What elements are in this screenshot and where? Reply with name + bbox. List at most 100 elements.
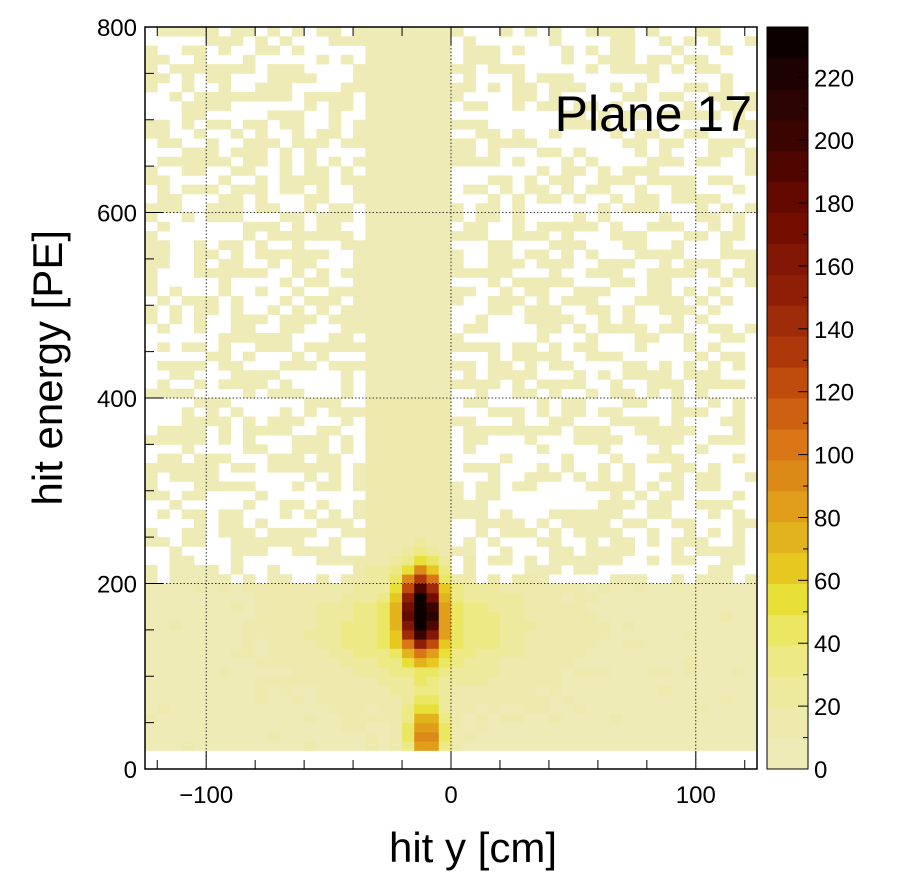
heatmap-cell — [438, 379, 452, 390]
heatmap-cell — [744, 249, 758, 260]
heatmap-cell — [463, 713, 476, 724]
heatmap-cell — [451, 481, 464, 492]
heatmap-cell — [451, 360, 464, 371]
heatmap-cell — [622, 27, 635, 37]
heatmap-cell — [291, 444, 305, 455]
heatmap-cell — [377, 648, 391, 659]
heatmap-cell — [659, 147, 672, 158]
heatmap-cell — [353, 82, 366, 93]
heatmap-cell — [145, 741, 158, 751]
heatmap-cell — [255, 676, 268, 686]
heatmap-cell — [426, 648, 440, 659]
heatmap-cell — [377, 277, 391, 288]
heatmap-cell — [671, 193, 684, 204]
heatmap-cell — [255, 583, 268, 594]
heatmap-cell — [597, 741, 611, 751]
heatmap-cell — [230, 611, 244, 621]
heatmap-cell — [475, 676, 489, 686]
heatmap-cell — [683, 54, 697, 65]
heatmap-cell — [438, 101, 452, 111]
heatmap-cell — [304, 231, 317, 241]
heatmap-cell — [659, 611, 672, 621]
heatmap-cell — [340, 602, 354, 612]
heatmap-cell — [328, 360, 342, 371]
heatmap-cell — [438, 184, 452, 195]
heatmap-cell — [169, 648, 183, 659]
heatmap-cell — [438, 611, 452, 621]
heatmap-cell — [671, 249, 684, 260]
heatmap-cell — [438, 231, 452, 241]
heatmap-cell — [402, 620, 415, 631]
heatmap-cell — [475, 435, 489, 445]
heatmap-cell — [193, 398, 207, 408]
heatmap-cell — [695, 314, 709, 325]
heatmap-cell — [389, 45, 403, 56]
heatmap-cell — [524, 27, 538, 37]
heatmap-cell — [622, 676, 635, 686]
heatmap-cell — [463, 602, 476, 612]
heatmap-cell — [548, 685, 562, 696]
heatmap-cell — [255, 518, 268, 529]
heatmap-cell — [316, 546, 329, 557]
heatmap-cell — [487, 555, 501, 566]
heatmap-cell — [242, 435, 256, 445]
heatmap-cell — [438, 546, 452, 557]
heatmap-cell — [732, 611, 746, 621]
heatmap-cell — [304, 527, 317, 538]
heatmap-cell — [426, 685, 440, 696]
heatmap-cell — [389, 481, 403, 492]
heatmap-cell — [646, 295, 660, 306]
heatmap-cell — [389, 611, 403, 621]
heatmap-cell — [402, 156, 415, 167]
heatmap-cell — [242, 156, 256, 167]
heatmap-cell — [622, 258, 635, 269]
heatmap-cell — [267, 462, 281, 473]
heatmap-cell — [328, 212, 342, 223]
heatmap-cell — [475, 323, 489, 334]
heatmap-cell — [365, 731, 378, 742]
heatmap-cell — [451, 676, 464, 686]
heatmap-cell — [377, 351, 391, 362]
heatmap-cell — [328, 555, 342, 566]
heatmap-cell — [365, 91, 378, 102]
heatmap-cell — [708, 286, 721, 297]
heatmap-cell — [402, 425, 415, 436]
heatmap-cell — [499, 583, 513, 594]
heatmap-cell — [708, 546, 721, 557]
heatmap-cell — [646, 537, 660, 547]
heatmap-cell — [340, 91, 354, 102]
heatmap-cell — [193, 360, 207, 371]
heatmap-cell — [438, 416, 452, 427]
heatmap-cell — [304, 444, 317, 455]
heatmap-cell — [708, 323, 721, 334]
heatmap-cell — [438, 666, 452, 677]
heatmap-cell — [659, 500, 672, 510]
heatmap-cell — [512, 258, 525, 269]
heatmap-cell — [206, 295, 219, 306]
heatmap-cell — [414, 91, 427, 102]
heatmap-cell — [597, 407, 611, 417]
heatmap-cell — [402, 268, 415, 278]
heatmap-cell — [683, 741, 697, 751]
heatmap-cell — [512, 713, 525, 724]
heatmap-cell — [695, 602, 709, 612]
heatmap-cell — [304, 546, 317, 557]
heatmap-cell — [610, 193, 623, 204]
heatmap-cell — [181, 611, 195, 621]
heatmap-cell — [328, 620, 342, 631]
y-tick-label: 200 — [97, 572, 137, 599]
colorbar-tick-label: 80 — [814, 505, 841, 532]
heatmap-cell — [597, 620, 611, 631]
heatmap-cell — [561, 314, 574, 325]
heatmap-cell — [414, 184, 427, 195]
heatmap-cell — [671, 305, 684, 315]
heatmap-cell — [218, 360, 232, 371]
heatmap-cell — [169, 639, 183, 649]
heatmap-cell — [487, 193, 501, 204]
colorbar-tick-label: 40 — [814, 631, 841, 658]
heatmap-cell — [389, 333, 403, 343]
heatmap-cell — [585, 685, 599, 696]
heatmap-cell — [573, 166, 587, 176]
heatmap-cell — [646, 388, 660, 399]
heatmap-cell — [585, 268, 599, 278]
